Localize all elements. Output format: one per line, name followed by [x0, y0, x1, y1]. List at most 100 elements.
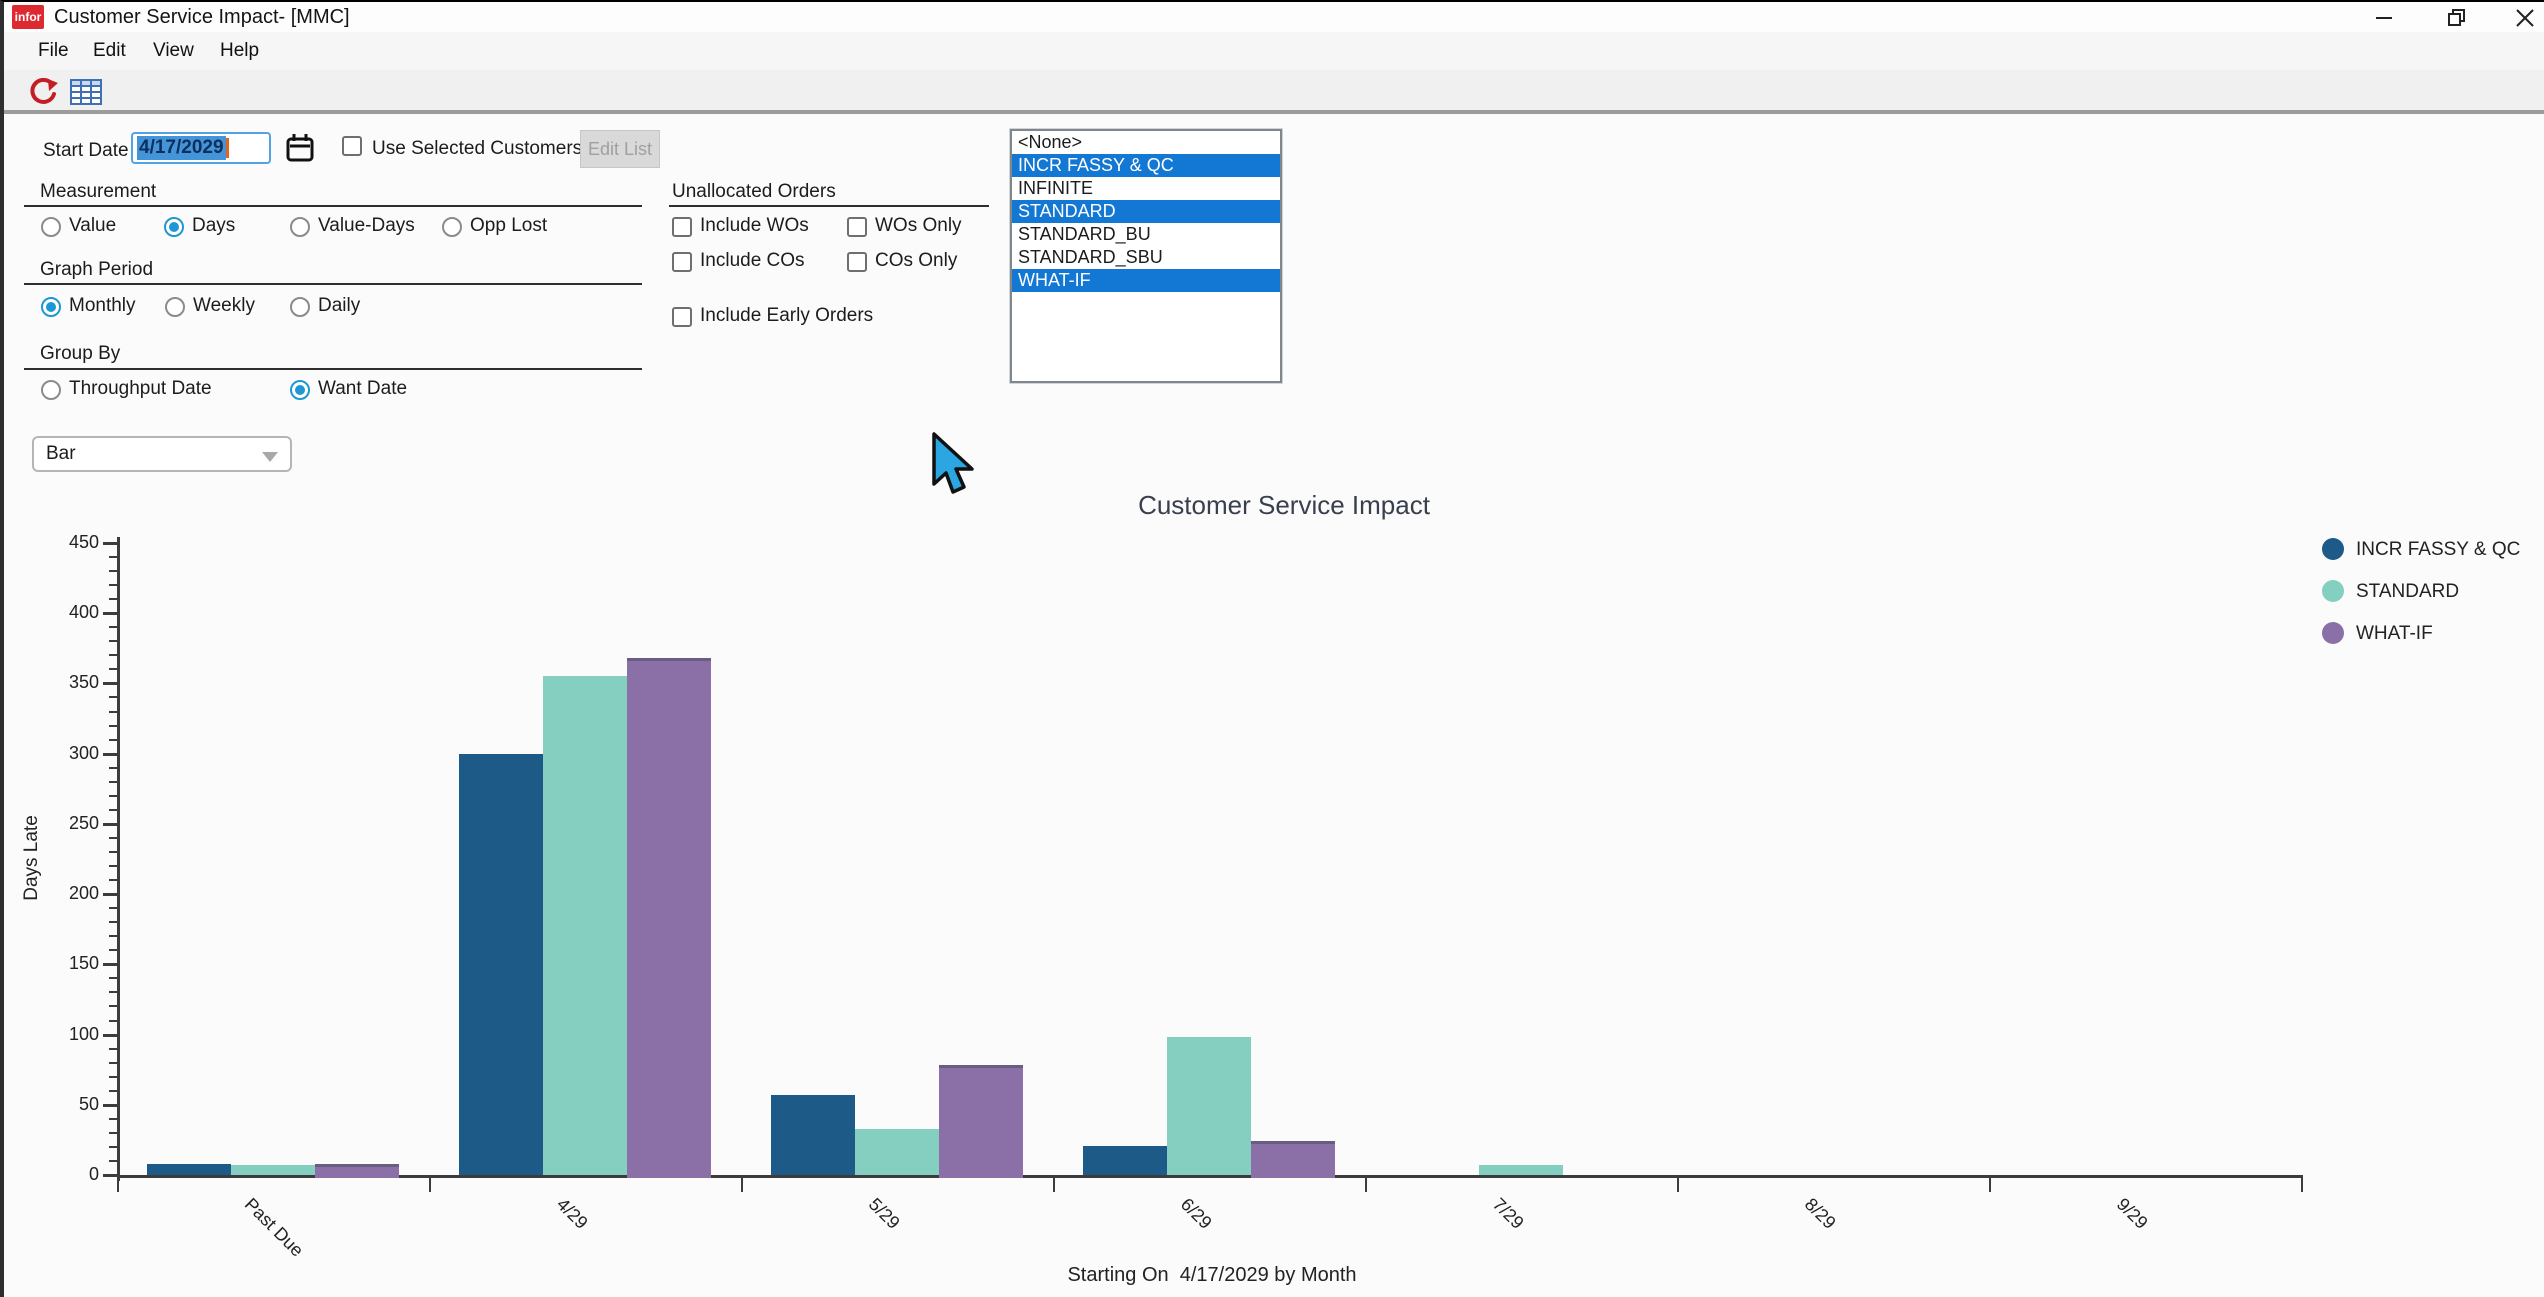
y-minor-tick [109, 836, 117, 839]
list-item-none[interactable]: <None> [1018, 132, 1083, 152]
y-minor-tick [109, 640, 117, 643]
checkbox-wos-only[interactable] [847, 217, 867, 237]
radio-throughput-date[interactable] [41, 380, 61, 400]
checkbox-label-wos-only: WOs Only [875, 215, 962, 236]
y-minor-tick [109, 991, 117, 994]
radio-weekly[interactable] [165, 297, 185, 317]
list-item-standard-bu[interactable]: STANDARD_BU [1018, 224, 1151, 244]
start-date-label: Start Date [43, 140, 129, 161]
menu-file[interactable]: File [38, 40, 69, 61]
menu-help[interactable]: Help [220, 40, 260, 61]
scenario-listbox[interactable]: <None> INCR FASSY & QC INFINITE STANDARD STA… [1009, 128, 1283, 384]
list-item-incr-fassy-qc[interactable]: INCR FASSY & QC [1012, 154, 1280, 177]
y-minor-tick [109, 1117, 117, 1120]
y-tick-label-50: 50 [78, 1093, 99, 1114]
x-boundary-tick [1365, 1175, 1367, 1192]
radio-label-weekly: Weekly [193, 295, 255, 316]
y-minor-tick [109, 710, 117, 713]
menu-edit[interactable]: Edit [93, 40, 126, 61]
x-tick-label-8-29: 8/29 [1800, 1194, 1840, 1233]
refresh-button[interactable] [28, 77, 60, 111]
bar-what-if-5-29 [939, 1065, 1023, 1178]
close-icon [2516, 9, 2534, 27]
y-tick-label-450: 450 [68, 532, 99, 552]
y-tick-label-250: 250 [68, 812, 99, 833]
x-tick-label-4-29: 4/29 [552, 1194, 592, 1233]
checkbox-label-include-early-orders: Include Early Orders [700, 305, 874, 326]
grid-view-button[interactable] [70, 79, 102, 110]
y-axis-line [117, 537, 120, 1181]
use-selected-customers-label: Use Selected Customers [372, 138, 583, 159]
y-major-tick [103, 752, 117, 756]
close-button[interactable] [2508, 6, 2542, 30]
title-bar: infor Customer Service Impact- [MMC] [4, 2, 2544, 32]
x-tick-label-past-due: Past Due [240, 1194, 308, 1261]
list-item-what-if[interactable]: WHAT-IF [1012, 269, 1280, 292]
restore-button[interactable] [2440, 6, 2474, 30]
refresh-icon [30, 77, 58, 104]
radio-monthly[interactable] [41, 297, 61, 317]
bar-incr-fassy-qc-6-29 [1083, 1145, 1167, 1175]
bar-what-if-past-due [315, 1163, 399, 1178]
list-item-standard-sbu[interactable]: STANDARD_SBU [1018, 247, 1163, 267]
chart-title: Customer Service Impact [1138, 490, 1430, 520]
checkbox-label-include-wos: Include WOs [700, 215, 809, 236]
checkbox-label-include-cos: Include COs [700, 250, 805, 271]
y-minor-tick [109, 724, 117, 727]
checkbox-cos-only[interactable] [847, 252, 867, 272]
menu-bar: File Edit View Help [4, 32, 2544, 70]
checkbox-include-cos[interactable] [672, 252, 692, 272]
checkbox-include-wos[interactable] [672, 217, 692, 237]
section-underline [24, 205, 642, 207]
radio-daily[interactable] [290, 297, 310, 317]
checkbox-include-early-orders[interactable] [672, 307, 692, 327]
radio-value-days[interactable] [290, 217, 310, 237]
start-date-value: 4/17/2029 [137, 136, 226, 160]
y-major-tick [103, 1033, 117, 1037]
chart-type-dropdown[interactable]: Bar [32, 436, 292, 472]
radio-value[interactable] [41, 217, 61, 237]
radio-label-value-days: Value-Days [318, 215, 415, 236]
y-tick-label-0: 0 [88, 1164, 99, 1184]
section-label-graph-period: Graph Period [40, 259, 154, 280]
x-boundary-tick [1677, 1175, 1679, 1192]
bar-incr-fassy-qc-5-29 [771, 1094, 855, 1175]
chart-caption: Starting On 4/17/2029 by Month [1067, 1264, 1357, 1286]
legend-label-incr-fassy-qc: INCR FASSY & QC [2356, 539, 2521, 560]
list-item-infinite[interactable]: INFINITE [1018, 178, 1093, 198]
y-minor-tick [109, 865, 117, 868]
y-major-tick [103, 963, 117, 967]
calendar-button[interactable] [286, 133, 314, 168]
x-tick-label-7-29: 7/29 [1488, 1194, 1528, 1233]
radio-label-days: Days [192, 215, 236, 236]
section-underline [24, 368, 642, 370]
x-boundary-tick [1053, 1175, 1055, 1192]
y-minor-tick [109, 921, 117, 924]
minimize-button[interactable] [2367, 6, 2401, 30]
radio-days[interactable] [164, 217, 184, 237]
menu-view[interactable]: View [153, 40, 194, 61]
radio-label-throughput-date: Throughput Date [69, 378, 212, 399]
section-label-measurement: Measurement [40, 181, 157, 202]
radio-want-date[interactable] [290, 380, 310, 400]
start-date-input[interactable]: 4/17/2029 [131, 132, 271, 164]
bar-standard-4-29 [543, 676, 627, 1175]
use-selected-customers-checkbox[interactable] [342, 136, 362, 156]
list-item-standard[interactable]: STANDARD [1012, 200, 1280, 223]
legend-dot-incr-fassy-qc [2322, 538, 2344, 560]
x-boundary-tick [741, 1175, 743, 1192]
edit-list-button[interactable]: Edit List [580, 130, 660, 168]
minimize-icon [2376, 17, 2392, 19]
y-minor-tick [109, 780, 117, 783]
radio-opp-lost[interactable] [442, 217, 462, 237]
y-major-tick [103, 542, 117, 545]
bar-what-if-6-29 [1251, 1141, 1335, 1178]
y-minor-tick [109, 766, 117, 769]
y-minor-tick [109, 556, 117, 559]
legend-label-what-if: WHAT-IF [2356, 623, 2433, 644]
y-tick-label-200: 200 [68, 883, 99, 904]
y-minor-tick [109, 808, 117, 811]
window-title: Customer Service Impact- [MMC] [54, 6, 350, 28]
y-minor-tick [109, 584, 117, 587]
